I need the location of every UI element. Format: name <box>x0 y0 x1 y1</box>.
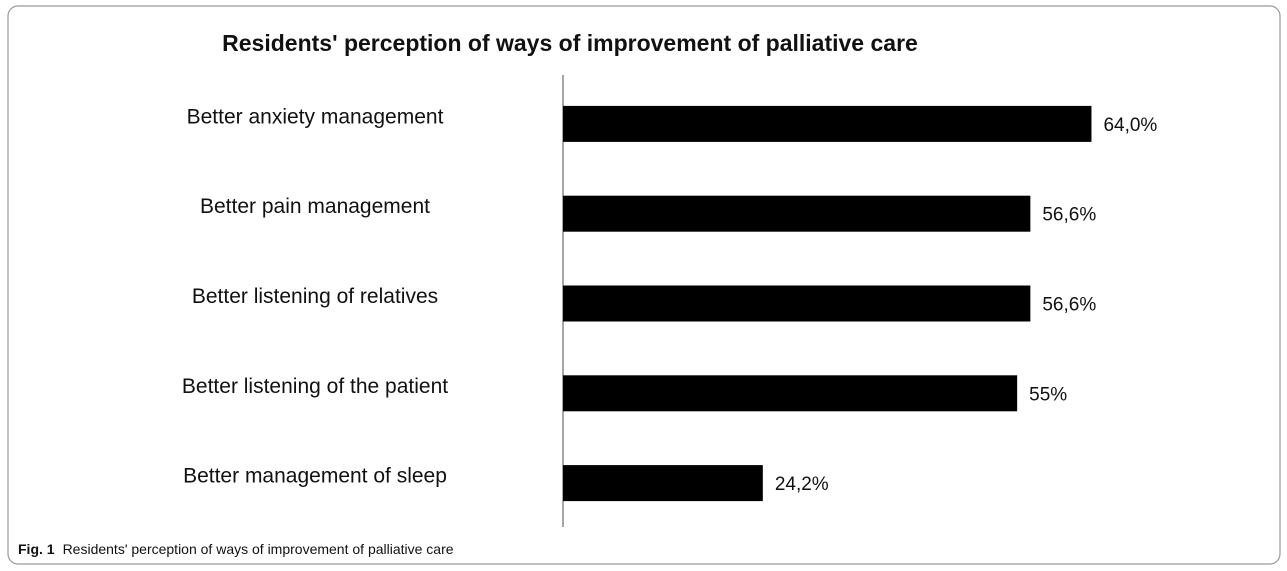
value-label: 64,0% <box>1103 115 1157 136</box>
bar <box>563 105 1092 142</box>
caption: Fig. 1 Residents' perception of ways of i… <box>18 541 454 557</box>
bar <box>563 285 1031 322</box>
caption-text: Residents' perception of ways of improve… <box>63 541 454 557</box>
bar <box>563 195 1031 232</box>
category-label: Better listening of the patient <box>182 375 448 398</box>
category-label: Better management of sleep <box>183 465 447 488</box>
bar <box>563 465 763 502</box>
value-label: 56,6% <box>1042 205 1096 226</box>
category-label: Better anxiety management <box>187 105 444 128</box>
chart-title: Residents' perception of ways of improve… <box>222 30 918 56</box>
category-label: Better pain management <box>200 195 430 218</box>
value-label: 56,6% <box>1042 295 1096 316</box>
figure-border <box>7 5 1281 565</box>
category-label: Better listening of relatives <box>192 285 438 308</box>
bar <box>563 375 1018 412</box>
value-label: 24,2% <box>775 474 829 495</box>
value-label: 55% <box>1029 384 1067 405</box>
caption-label: Fig. 1 <box>18 541 55 557</box>
